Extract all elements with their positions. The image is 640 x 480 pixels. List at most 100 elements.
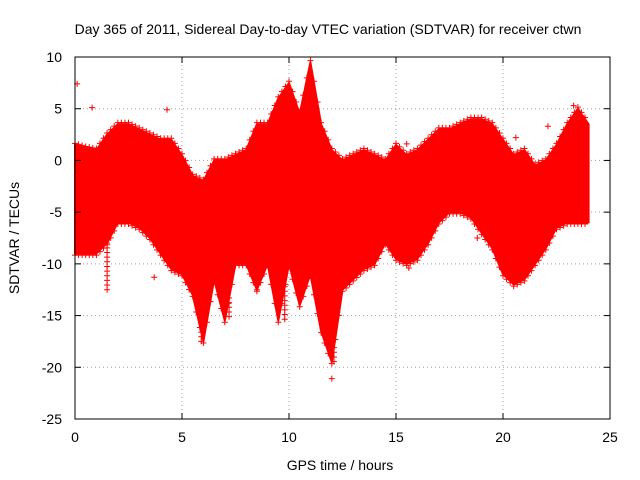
edge-marker: [407, 148, 414, 155]
edge-marker: [275, 93, 282, 100]
edge-marker: [296, 303, 303, 310]
edge-marker: [542, 246, 549, 253]
edge-marker: [86, 144, 93, 151]
edge-marker: [193, 308, 200, 315]
edge-marker: [535, 257, 542, 264]
edge-marker: [368, 264, 375, 271]
edge-marker: [417, 252, 424, 259]
edge-marker: [346, 152, 353, 159]
edge-marker: [546, 150, 553, 157]
edge-marker: [389, 252, 396, 259]
edge-marker: [303, 283, 310, 290]
edge-marker: [492, 255, 499, 262]
outlier-marker: [405, 264, 412, 271]
spike-marker: [104, 286, 111, 293]
outlier-marker: [164, 106, 171, 113]
edge-marker: [168, 135, 175, 142]
spike-marker: [330, 358, 337, 365]
edge-marker: [261, 271, 268, 278]
edge-marker: [557, 133, 564, 140]
edge-marker: [82, 143, 89, 150]
edge-marker: [111, 123, 118, 130]
x-axis-label: GPS time / hours: [287, 457, 394, 473]
edge-marker: [100, 135, 107, 142]
edge-marker: [250, 128, 257, 135]
edge-marker: [425, 135, 432, 142]
edge-marker: [353, 148, 360, 155]
edge-marker: [560, 126, 567, 133]
outlier-marker: [151, 274, 158, 281]
edge-marker: [186, 286, 193, 293]
edge-marker: [517, 147, 524, 154]
edge-marker: [129, 121, 136, 128]
x-axis-ticks: 0 5 10 15 20 25: [71, 57, 618, 445]
edge-marker: [307, 272, 314, 279]
edge-marker: [539, 157, 546, 164]
edge-marker: [246, 136, 253, 143]
edge-marker: [428, 131, 435, 138]
edge-marker: [282, 83, 289, 90]
edge-marker: [471, 221, 478, 228]
y-axis-label: SDTVAR / TECUs: [6, 182, 22, 294]
edge-marker: [189, 293, 196, 300]
spike-marker: [198, 338, 205, 345]
edge-marker: [143, 128, 150, 135]
edge-marker: [475, 226, 482, 233]
edge-marker: [271, 102, 278, 109]
edge-marker: [435, 221, 442, 228]
edge-marker: [246, 271, 253, 278]
edge-marker: [368, 148, 375, 155]
edge-marker: [507, 145, 514, 152]
edge-marker: [321, 339, 328, 346]
edge-marker: [328, 145, 335, 152]
x-tick-label: 5: [178, 429, 186, 445]
data-band: [74, 61, 590, 364]
edge-marker: [154, 246, 161, 253]
edge-marker: [489, 246, 496, 253]
edge-marker: [343, 154, 350, 161]
edge-marker: [286, 78, 292, 85]
outlier-marker: [328, 375, 335, 382]
edge-marker: [143, 233, 150, 240]
edge-marker: [250, 279, 257, 286]
edge-marker: [360, 267, 367, 274]
edge-marker: [289, 276, 296, 283]
edge-marker: [414, 145, 421, 152]
edge-marker: [400, 260, 407, 267]
edge-marker: [535, 159, 542, 166]
edge-marker: [489, 119, 496, 126]
edge-marker: [492, 124, 499, 131]
edge-marker: [150, 241, 157, 248]
y-tick-label: -15: [42, 308, 62, 324]
edge-marker: [89, 144, 96, 151]
edge-marker: [457, 119, 464, 126]
edge-marker: [325, 136, 332, 143]
edge-marker: [332, 336, 339, 343]
edge-marker: [564, 119, 571, 126]
edge-marker: [574, 104, 581, 111]
edge-marker: [150, 131, 157, 138]
edge-marker: [196, 174, 203, 181]
edge-marker: [318, 329, 325, 336]
edge-marker: [578, 109, 585, 116]
edge-marker: [539, 252, 546, 259]
edge-marker: [289, 88, 296, 95]
edge-marker: [503, 140, 510, 147]
edge-marker: [582, 221, 589, 228]
edge-marker: [139, 126, 146, 133]
edge-marker: [189, 171, 196, 178]
edge-marker: [385, 246, 392, 253]
edge-marker: [432, 227, 439, 234]
edge-marker: [300, 293, 307, 300]
edge-marker: [450, 123, 457, 130]
edge-marker: [467, 215, 474, 222]
edge-marker: [225, 154, 232, 161]
edge-marker: [271, 300, 278, 307]
edge-marker: [514, 281, 521, 288]
edge-marker: [321, 128, 328, 135]
spike-marker: [226, 313, 233, 320]
edge-marker: [439, 217, 446, 224]
edge-marker: [200, 176, 207, 183]
outlier-marker: [403, 140, 410, 147]
edge-marker: [482, 236, 489, 243]
